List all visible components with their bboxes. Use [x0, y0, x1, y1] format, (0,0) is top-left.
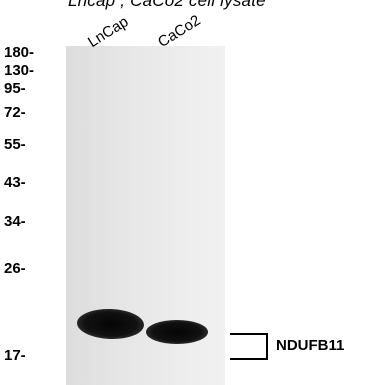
western-blot-membrane	[66, 46, 225, 385]
marker-26: 26-	[4, 260, 26, 277]
marker-95: 95-	[4, 80, 26, 97]
band-caco2	[146, 320, 208, 344]
marker-55: 55-	[4, 136, 26, 153]
marker-17: 17-	[4, 347, 26, 364]
marker-72: 72-	[4, 104, 26, 121]
marker-180: 180-	[4, 44, 35, 61]
marker-43: 43-	[4, 174, 26, 191]
target-bracket	[230, 333, 268, 360]
figure-caption: Lncap , CaCo2 cell lysate	[68, 0, 266, 10]
target-label: NDUFB11	[276, 337, 345, 354]
band-lncap	[76, 307, 145, 341]
marker-130: 130-	[4, 62, 35, 79]
marker-34: 34-	[4, 213, 26, 230]
